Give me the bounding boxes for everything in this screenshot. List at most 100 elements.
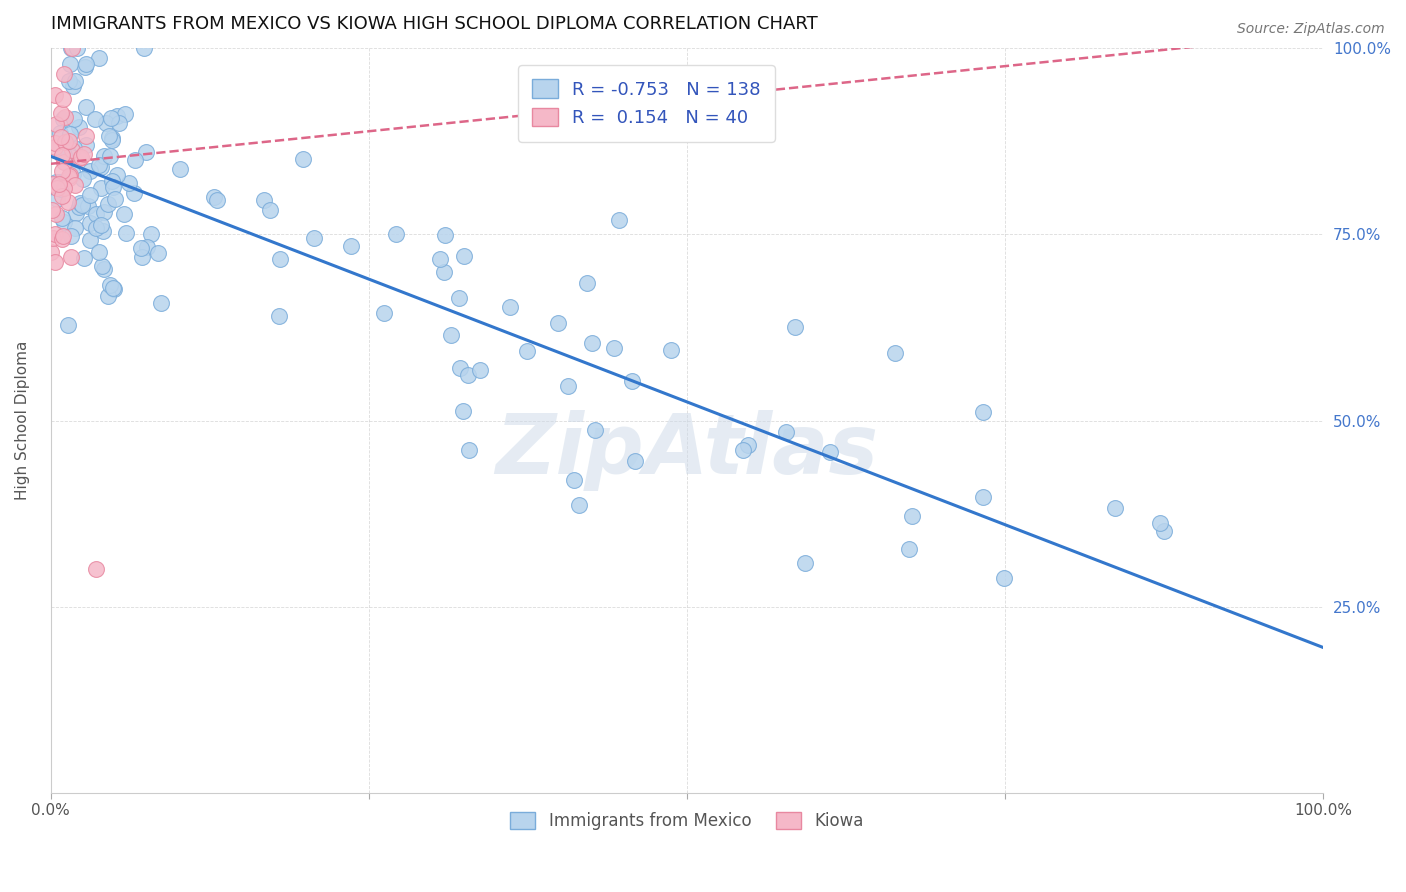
Point	[373, 306, 395, 320]
Point	[135, 145, 157, 159]
Point	[453, 404, 475, 418]
Point	[818, 445, 841, 459]
Point	[44, 255, 66, 269]
Point	[69, 196, 91, 211]
Point	[51, 178, 73, 192]
Point	[67, 200, 90, 214]
Point	[108, 116, 131, 130]
Point	[775, 425, 797, 439]
Point	[91, 259, 114, 273]
Point	[731, 442, 754, 457]
Point	[52, 154, 75, 169]
Point	[1153, 524, 1175, 539]
Point	[45, 117, 67, 131]
Point	[44, 88, 66, 103]
Point	[67, 120, 90, 135]
Point	[83, 112, 105, 127]
Point	[44, 227, 66, 242]
Point	[302, 230, 325, 244]
Point	[87, 245, 110, 260]
Point	[52, 112, 75, 127]
Point	[72, 147, 94, 161]
Point	[900, 508, 922, 523]
Point	[453, 249, 475, 263]
Point	[1149, 516, 1171, 530]
Point	[46, 192, 69, 206]
Point	[1104, 500, 1126, 515]
Point	[124, 153, 146, 168]
Point	[52, 228, 75, 243]
Point	[59, 229, 82, 244]
Point	[53, 181, 76, 195]
Point	[440, 327, 463, 342]
Point	[44, 136, 66, 151]
Point	[87, 51, 110, 65]
Point	[104, 192, 127, 206]
Point	[205, 193, 228, 207]
Point	[59, 56, 82, 70]
Point	[79, 164, 101, 178]
Point	[58, 169, 80, 183]
Point	[457, 368, 479, 383]
Point	[63, 74, 86, 88]
Point	[60, 41, 83, 55]
Point	[149, 295, 172, 310]
Point	[972, 405, 994, 419]
Point	[58, 74, 80, 88]
Point	[49, 130, 72, 145]
Point	[51, 164, 73, 178]
Point	[49, 105, 72, 120]
Point	[124, 186, 146, 201]
Point	[100, 111, 122, 125]
Point	[44, 140, 66, 154]
Point	[75, 128, 97, 143]
Point	[103, 282, 125, 296]
Point	[447, 291, 470, 305]
Point	[53, 110, 76, 124]
Point	[883, 345, 905, 359]
Point	[101, 133, 124, 147]
Point	[516, 344, 538, 359]
Point	[468, 363, 491, 377]
Point	[148, 245, 170, 260]
Point	[659, 343, 682, 357]
Text: ZipAtlas: ZipAtlas	[495, 409, 879, 491]
Point	[41, 202, 63, 217]
Text: Source: ZipAtlas.com: Source: ZipAtlas.com	[1237, 22, 1385, 37]
Point	[793, 556, 815, 570]
Point	[65, 220, 87, 235]
Point	[97, 196, 120, 211]
Point	[65, 206, 87, 220]
Point	[53, 136, 76, 150]
Point	[59, 41, 82, 55]
Point	[737, 438, 759, 452]
Point	[45, 175, 67, 189]
Point	[93, 204, 115, 219]
Point	[581, 335, 603, 350]
Point	[259, 202, 281, 217]
Point	[52, 67, 75, 81]
Point	[51, 188, 73, 202]
Point	[79, 233, 101, 247]
Point	[783, 320, 806, 334]
Point	[69, 150, 91, 164]
Point	[105, 168, 128, 182]
Point	[499, 300, 522, 314]
Point	[56, 145, 79, 160]
Point	[94, 116, 117, 130]
Point	[253, 193, 276, 207]
Point	[339, 239, 361, 253]
Point	[457, 443, 479, 458]
Point	[118, 176, 141, 190]
Point	[62, 167, 84, 181]
Point	[972, 490, 994, 504]
Point	[898, 542, 921, 557]
Point	[51, 232, 73, 246]
Point	[51, 147, 73, 161]
Point	[58, 168, 80, 182]
Point	[575, 276, 598, 290]
Y-axis label: High School Diploma: High School Diploma	[15, 341, 30, 500]
Legend: Immigrants from Mexico, Kiowa: Immigrants from Mexico, Kiowa	[503, 805, 870, 837]
Point	[63, 141, 86, 155]
Point	[557, 379, 579, 393]
